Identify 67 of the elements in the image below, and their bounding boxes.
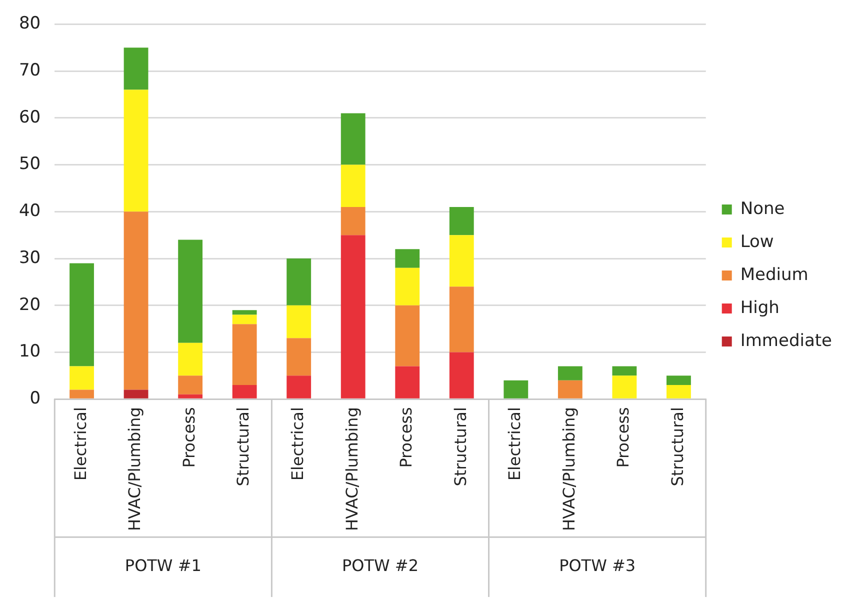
bar xyxy=(124,390,148,398)
x-tick-label: Structural xyxy=(450,407,470,486)
bar xyxy=(286,338,312,376)
legend-label: High xyxy=(740,298,780,318)
bar xyxy=(178,376,203,394)
bar xyxy=(124,212,148,390)
y-tick-label: 30 xyxy=(18,248,41,268)
bar xyxy=(666,376,691,386)
bar xyxy=(232,324,257,386)
text: POTW #2 xyxy=(342,556,418,576)
bar xyxy=(449,286,474,352)
y-tick-label: 50 xyxy=(18,154,41,174)
bar xyxy=(286,305,312,338)
bar xyxy=(232,314,257,324)
bar xyxy=(558,366,582,380)
y-tick-label: 80 xyxy=(18,14,41,34)
bar xyxy=(340,164,366,207)
y-tick-label: 70 xyxy=(18,60,41,80)
bar xyxy=(70,263,94,366)
bar xyxy=(449,235,474,287)
bar xyxy=(395,268,420,306)
y-tick-label: 40 xyxy=(18,201,41,222)
bar xyxy=(124,48,148,90)
bar xyxy=(340,235,366,398)
bar xyxy=(612,366,637,376)
bar xyxy=(178,394,203,398)
bar xyxy=(70,390,94,398)
bar xyxy=(178,240,203,343)
bar xyxy=(232,385,257,398)
text: POTW #1 xyxy=(124,556,202,576)
x-tick-label: Process xyxy=(396,407,416,468)
y-tick-label: 60 xyxy=(18,107,41,128)
y-tick-label: 20 xyxy=(18,294,41,315)
bar xyxy=(395,366,420,398)
legend-label: Immediate xyxy=(740,330,832,351)
bar xyxy=(504,380,528,398)
bar xyxy=(286,376,312,398)
bar xyxy=(395,305,420,366)
legend-label: None xyxy=(740,198,785,219)
bar xyxy=(612,376,637,398)
bar xyxy=(449,206,474,236)
x-tick-label: Process xyxy=(179,407,198,468)
bar xyxy=(558,380,582,398)
x-tick-label: Structural xyxy=(234,407,253,486)
bar xyxy=(449,352,474,398)
x-tick-label: Structural xyxy=(668,407,687,486)
x-tick-label: HVAC/Plumbing xyxy=(342,407,362,532)
x-tick-label: Process xyxy=(614,407,633,468)
bar xyxy=(70,366,94,390)
bar xyxy=(395,249,420,268)
y-tick-label: 0 xyxy=(30,388,41,409)
legend-label: Low xyxy=(740,232,774,252)
y-tick-label: 10 xyxy=(18,342,41,362)
bar xyxy=(340,206,366,236)
text: POTW #3 xyxy=(559,556,636,576)
bar xyxy=(124,90,148,212)
x-tick-label: Electrical xyxy=(288,407,307,481)
bar xyxy=(232,310,257,315)
x-tick-label: Electrical xyxy=(505,407,524,481)
x-tick-label: HVAC/Plumbing xyxy=(125,407,144,532)
bar xyxy=(286,258,312,306)
legend-label: Medium xyxy=(740,264,808,285)
x-tick-label: HVAC/Plumbing xyxy=(559,407,578,532)
bar xyxy=(340,113,366,165)
x-tick-label: Electrical xyxy=(70,407,90,481)
bar xyxy=(666,385,691,398)
bar xyxy=(178,342,203,376)
